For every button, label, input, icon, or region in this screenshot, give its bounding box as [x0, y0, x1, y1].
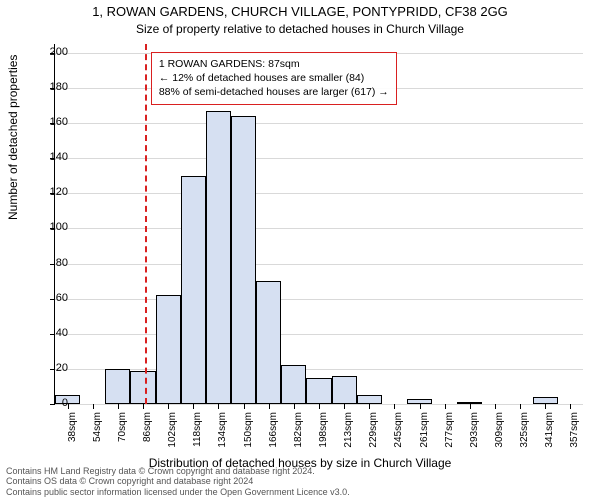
gridline	[55, 299, 583, 300]
x-tick-label: 245sqm	[393, 412, 404, 462]
callout-line: 88% of semi-detached houses are larger (…	[159, 85, 389, 99]
x-tick-label: 150sqm	[243, 412, 254, 462]
x-tick-mark	[143, 404, 144, 409]
x-tick-label: 325sqm	[519, 412, 530, 462]
x-tick-mark	[369, 404, 370, 409]
x-tick-label: 341sqm	[544, 412, 555, 462]
footer-line-1: Contains HM Land Registry data © Crown c…	[6, 466, 350, 477]
gridline	[55, 334, 583, 335]
x-tick-label: 118sqm	[192, 412, 203, 462]
x-tick-mark	[93, 404, 94, 409]
y-tick-label: 20	[28, 362, 68, 374]
gridline	[55, 123, 583, 124]
x-tick-mark	[118, 404, 119, 409]
y-tick-label: 160	[28, 116, 68, 128]
y-axis-label: Number of detached properties	[6, 55, 20, 220]
histogram-bar	[332, 376, 357, 404]
x-tick-mark	[344, 404, 345, 409]
x-tick-label: 229sqm	[368, 412, 379, 462]
x-tick-label: 102sqm	[167, 412, 178, 462]
x-tick-mark	[269, 404, 270, 409]
footer-line-3: Contains public sector information licen…	[6, 487, 350, 498]
histogram-bar	[533, 397, 558, 404]
y-tick-label: 120	[28, 186, 68, 198]
x-tick-label: 198sqm	[318, 412, 329, 462]
y-tick-label: 100	[28, 221, 68, 233]
callout-line: 1 ROWAN GARDENS: 87sqm	[159, 57, 389, 71]
x-tick-mark	[193, 404, 194, 409]
gridline	[55, 228, 583, 229]
x-tick-mark	[218, 404, 219, 409]
x-tick-label: 213sqm	[343, 412, 354, 462]
x-tick-label: 277sqm	[444, 412, 455, 462]
histogram-bar	[357, 395, 382, 404]
histogram-bar	[231, 116, 256, 404]
x-tick-label: 357sqm	[569, 412, 580, 462]
y-tick-label: 0	[28, 397, 68, 409]
x-tick-mark	[420, 404, 421, 409]
x-tick-mark	[168, 404, 169, 409]
histogram-bar	[181, 176, 206, 404]
chart-title-sub: Size of property relative to detached ho…	[0, 22, 600, 36]
y-tick-label: 180	[28, 81, 68, 93]
histogram-bar	[130, 371, 155, 404]
y-tick-label: 200	[28, 46, 68, 58]
histogram-bar	[105, 369, 130, 404]
chart-title-main: 1, ROWAN GARDENS, CHURCH VILLAGE, PONTYP…	[0, 4, 600, 19]
gridline	[55, 264, 583, 265]
histogram-bar	[281, 365, 306, 404]
footer-attribution: Contains HM Land Registry data © Crown c…	[6, 466, 350, 498]
gridline	[55, 193, 583, 194]
x-tick-label: 261sqm	[419, 412, 430, 462]
property-callout: 1 ROWAN GARDENS: 87sqm← 12% of detached …	[151, 52, 397, 105]
y-tick-label: 40	[28, 327, 68, 339]
y-tick-label: 80	[28, 257, 68, 269]
x-tick-mark	[570, 404, 571, 409]
histogram-bar	[306, 378, 331, 404]
x-tick-mark	[470, 404, 471, 409]
x-tick-mark	[545, 404, 546, 409]
callout-line: ← 12% of detached houses are smaller (84…	[159, 71, 389, 85]
y-tick-label: 140	[28, 151, 68, 163]
plot-area: 1 ROWAN GARDENS: 87sqm← 12% of detached …	[54, 44, 583, 405]
x-tick-label: 293sqm	[469, 412, 480, 462]
x-tick-label: 134sqm	[217, 412, 228, 462]
x-tick-mark	[520, 404, 521, 409]
histogram-bar	[206, 111, 231, 404]
x-tick-label: 54sqm	[92, 412, 103, 462]
histogram-bar	[156, 295, 181, 404]
gridline	[55, 158, 583, 159]
x-tick-mark	[394, 404, 395, 409]
footer-line-2: Contains OS data © Crown copyright and d…	[6, 476, 350, 487]
x-tick-label: 86sqm	[142, 412, 153, 462]
histogram-bar	[256, 281, 281, 404]
x-tick-label: 38sqm	[67, 412, 78, 462]
x-tick-mark	[319, 404, 320, 409]
x-tick-mark	[445, 404, 446, 409]
y-tick-label: 60	[28, 292, 68, 304]
x-tick-mark	[244, 404, 245, 409]
property-marker-line	[145, 44, 147, 404]
x-tick-label: 182sqm	[293, 412, 304, 462]
x-tick-mark	[495, 404, 496, 409]
x-tick-label: 70sqm	[117, 412, 128, 462]
x-tick-label: 166sqm	[268, 412, 279, 462]
x-tick-mark	[294, 404, 295, 409]
x-tick-label: 309sqm	[494, 412, 505, 462]
